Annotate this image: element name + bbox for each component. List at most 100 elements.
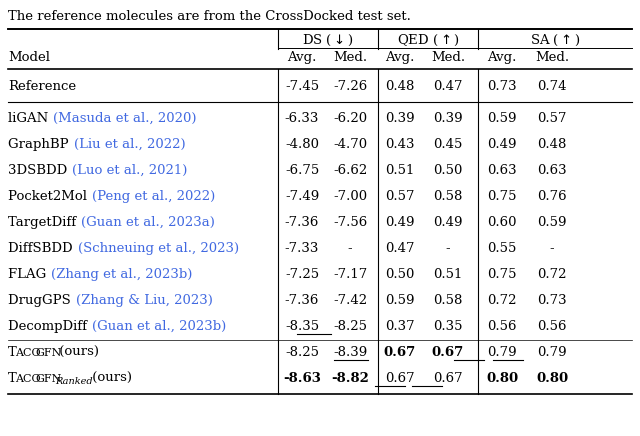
Text: 0.48: 0.48 xyxy=(385,79,415,92)
Text: 0.75: 0.75 xyxy=(487,190,516,203)
Text: -7.49: -7.49 xyxy=(285,190,319,203)
Text: -7.26: -7.26 xyxy=(333,79,367,92)
Text: 0.58: 0.58 xyxy=(433,294,463,307)
Text: -4.80: -4.80 xyxy=(285,138,319,151)
Text: 0.67: 0.67 xyxy=(432,346,464,359)
Text: 0.72: 0.72 xyxy=(487,294,516,307)
Text: -6.75: -6.75 xyxy=(285,164,319,177)
Text: 0.67: 0.67 xyxy=(385,372,415,385)
Text: 0.72: 0.72 xyxy=(537,268,567,281)
Text: TargetDiff: TargetDiff xyxy=(8,216,81,229)
Text: DrugGPS: DrugGPS xyxy=(8,294,75,307)
Text: SA ($\uparrow$): SA ($\uparrow$) xyxy=(530,33,580,48)
Text: -6.33: -6.33 xyxy=(285,112,319,125)
Text: ACO: ACO xyxy=(15,347,40,358)
Text: 0.67: 0.67 xyxy=(384,346,416,359)
Text: 0.50: 0.50 xyxy=(385,268,415,281)
Text: 3DSBDD: 3DSBDD xyxy=(8,164,72,177)
Text: liGAN: liGAN xyxy=(8,112,52,125)
Text: 0.56: 0.56 xyxy=(537,320,567,333)
Text: -6.62: -6.62 xyxy=(333,164,367,177)
Text: 0.39: 0.39 xyxy=(433,112,463,125)
Text: Avg.: Avg. xyxy=(487,51,516,64)
Text: 0.73: 0.73 xyxy=(487,79,517,92)
Text: 0.49: 0.49 xyxy=(433,216,463,229)
Text: -: - xyxy=(348,242,352,255)
Text: (Zhang et al., 2023b): (Zhang et al., 2023b) xyxy=(51,268,193,281)
Text: (Schneuing et al., 2023): (Schneuing et al., 2023) xyxy=(78,242,239,255)
Text: -8.25: -8.25 xyxy=(285,346,319,359)
Text: 0.59: 0.59 xyxy=(537,216,567,229)
Text: -7.36: -7.36 xyxy=(285,216,319,229)
Text: 0.58: 0.58 xyxy=(433,190,463,203)
Text: -7.17: -7.17 xyxy=(333,268,367,281)
Text: -7.45: -7.45 xyxy=(285,79,319,92)
Text: (ours): (ours) xyxy=(55,346,99,359)
Text: 0.79: 0.79 xyxy=(537,346,567,359)
Text: 0.63: 0.63 xyxy=(537,164,567,177)
Text: -8.63: -8.63 xyxy=(283,372,321,385)
Text: -8.25: -8.25 xyxy=(333,320,367,333)
Text: -7.42: -7.42 xyxy=(333,294,367,307)
Text: Med.: Med. xyxy=(333,51,367,64)
Text: -8.82: -8.82 xyxy=(331,372,369,385)
Text: (Masuda et al., 2020): (Masuda et al., 2020) xyxy=(54,112,197,125)
Text: 0.56: 0.56 xyxy=(487,320,516,333)
Text: Med.: Med. xyxy=(535,51,569,64)
Text: (Zhang & Liu, 2023): (Zhang & Liu, 2023) xyxy=(76,294,213,307)
Text: T: T xyxy=(8,346,17,359)
Text: (Liu et al., 2022): (Liu et al., 2022) xyxy=(74,138,186,151)
Text: -7.36: -7.36 xyxy=(285,294,319,307)
Text: Avg.: Avg. xyxy=(385,51,415,64)
Text: 0.43: 0.43 xyxy=(385,138,415,151)
Text: -7.25: -7.25 xyxy=(285,268,319,281)
Text: -4.70: -4.70 xyxy=(333,138,367,151)
Text: Pocket2Mol: Pocket2Mol xyxy=(8,190,92,203)
Text: 0.76: 0.76 xyxy=(537,190,567,203)
Text: T: T xyxy=(8,372,17,385)
Text: 0.45: 0.45 xyxy=(433,138,463,151)
Text: -8.35: -8.35 xyxy=(285,320,319,333)
Text: -7.00: -7.00 xyxy=(333,190,367,203)
Text: -: - xyxy=(445,242,451,255)
Text: Model: Model xyxy=(8,51,50,64)
Text: FLAG: FLAG xyxy=(8,268,51,281)
Text: 0.80: 0.80 xyxy=(536,372,568,385)
Text: 0.75: 0.75 xyxy=(487,268,516,281)
Text: GraphBP: GraphBP xyxy=(8,138,73,151)
Text: 0.74: 0.74 xyxy=(537,79,567,92)
Text: 0.51: 0.51 xyxy=(385,164,415,177)
Text: QED ($\uparrow$): QED ($\uparrow$) xyxy=(397,33,460,48)
Text: ACO: ACO xyxy=(15,374,40,384)
Text: DiffSBDD: DiffSBDD xyxy=(8,242,77,255)
Text: (Peng et al., 2022): (Peng et al., 2022) xyxy=(92,190,216,203)
Text: GFN: GFN xyxy=(35,347,61,358)
Text: 0.60: 0.60 xyxy=(487,216,516,229)
Text: 0.59: 0.59 xyxy=(385,294,415,307)
Text: 0.79: 0.79 xyxy=(487,346,517,359)
Text: 0.63: 0.63 xyxy=(487,164,517,177)
Text: 0.39: 0.39 xyxy=(385,112,415,125)
Text: Reference: Reference xyxy=(8,79,76,92)
Text: -7.56: -7.56 xyxy=(333,216,367,229)
Text: -8.39: -8.39 xyxy=(333,346,367,359)
Text: (ours): (ours) xyxy=(88,372,132,385)
Text: Avg.: Avg. xyxy=(287,51,317,64)
Text: 0.37: 0.37 xyxy=(385,320,415,333)
Text: 0.80: 0.80 xyxy=(486,372,518,385)
Text: GFN: GFN xyxy=(35,374,61,384)
Text: (Guan et al., 2023a): (Guan et al., 2023a) xyxy=(81,216,215,229)
Text: The reference molecules are from the CrossDocked test set.: The reference molecules are from the Cro… xyxy=(8,10,411,23)
Text: DS ($\downarrow$): DS ($\downarrow$) xyxy=(302,33,354,48)
Text: 0.73: 0.73 xyxy=(537,294,567,307)
Text: 0.57: 0.57 xyxy=(385,190,415,203)
Text: 0.55: 0.55 xyxy=(487,242,516,255)
Text: Ranked: Ranked xyxy=(55,377,93,386)
Text: -6.20: -6.20 xyxy=(333,112,367,125)
Text: -7.33: -7.33 xyxy=(285,242,319,255)
Text: 0.67: 0.67 xyxy=(433,372,463,385)
Text: (Luo et al., 2021): (Luo et al., 2021) xyxy=(72,164,188,177)
Text: 0.57: 0.57 xyxy=(537,112,567,125)
Text: 0.47: 0.47 xyxy=(433,79,463,92)
Text: 0.49: 0.49 xyxy=(385,216,415,229)
